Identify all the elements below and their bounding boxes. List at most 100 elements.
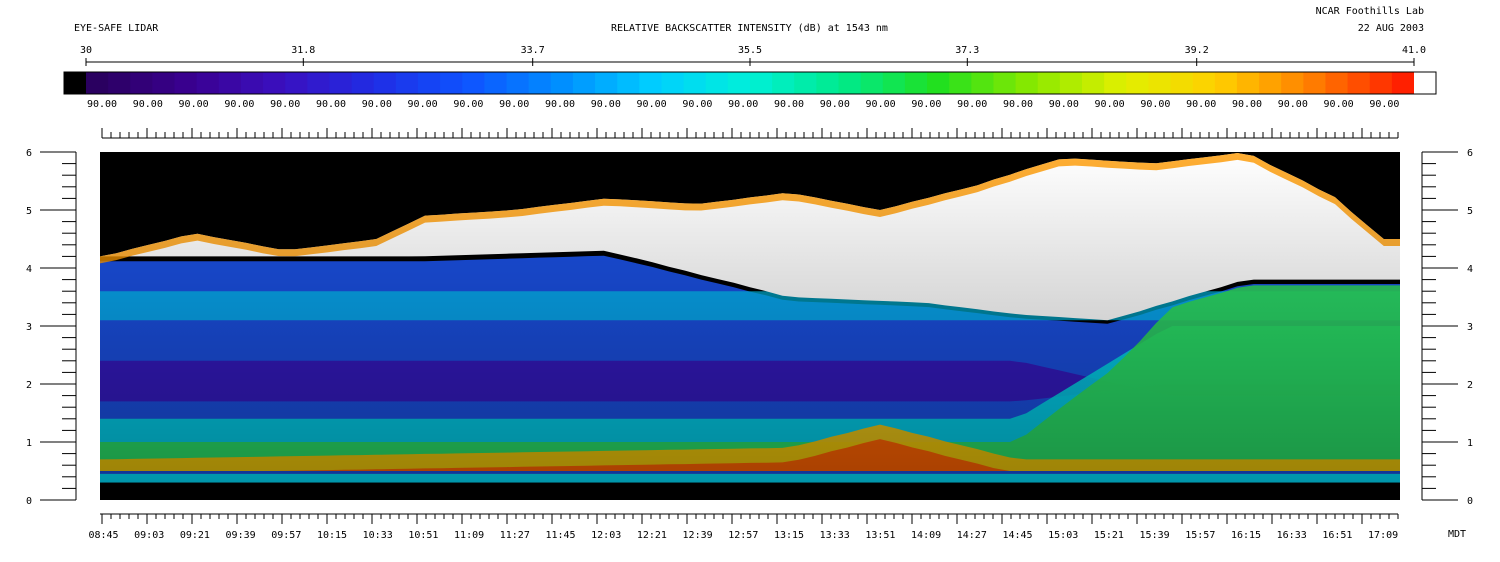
time-tick-label: 16:33	[1277, 530, 1307, 541]
backscatter-heatmap	[100, 152, 1400, 500]
colorbar-high-cell	[1414, 72, 1436, 94]
colorbar-cell	[1325, 72, 1349, 94]
left-tick-label: 1	[26, 438, 32, 449]
time-tick-label: 13:15	[774, 530, 804, 541]
colorbar-cell	[108, 72, 131, 94]
time-tick-label: 09:21	[180, 530, 210, 541]
colorbar-cell	[1214, 72, 1238, 94]
color-scale-sublabels: 90.00 90.00 90.00 90.00 90.00 90.00 90.00 90.00…	[87, 99, 1400, 110]
time-tick-label: 11:27	[500, 530, 530, 541]
colorbar-tick-label: 37.3	[955, 45, 979, 56]
colorbar-cell	[1037, 72, 1061, 94]
colorbar-sublabel: 90.00	[728, 99, 758, 110]
time-tick-label: 09:57	[271, 530, 301, 541]
colorbar-tick-label: 31.8	[291, 45, 315, 56]
colorbar-cell	[1281, 72, 1304, 94]
colorbar-cell	[639, 72, 663, 94]
colorbar-cell	[86, 72, 109, 94]
time-tick-label: 10:51	[408, 530, 438, 541]
colorbar-sublabel: 90.00	[453, 99, 483, 110]
time-tick-label: 14:45	[1002, 530, 1032, 541]
colorbar-sublabel: 90.00	[637, 99, 667, 110]
left-tick-label: 6	[26, 148, 32, 159]
colorbar-cell	[285, 72, 308, 94]
colorbar-frame	[63, 71, 1437, 95]
time-tick-label: 12:03	[591, 530, 621, 541]
time-tick-label: 11:09	[454, 530, 484, 541]
colorbar-cell	[595, 72, 618, 94]
colorbar-cell	[528, 72, 552, 94]
colorbar-cell	[1236, 72, 1260, 94]
colorbar-cell	[727, 72, 751, 94]
height-axes: 0 0 1 1 2 2 3 3 4 4 5 5 6 6	[26, 148, 1473, 507]
colorbar-sublabel: 90.00	[408, 99, 438, 110]
colorbar-cell	[971, 72, 995, 94]
right-tick-label: 5	[1467, 206, 1473, 217]
colorbar-cell	[440, 72, 463, 94]
time-tick-label: 15:03	[1048, 530, 1078, 541]
colorbar-cell	[949, 72, 972, 94]
colorbar-cell	[418, 72, 441, 94]
right-tick-label: 2	[1467, 380, 1473, 391]
right-tick-label: 1	[1467, 438, 1473, 449]
colorbar-sublabel: 90.00	[87, 99, 117, 110]
org-label: NCAR Foothills Lab	[1315, 6, 1424, 17]
instrument-title: EYE-SAFE LIDAR	[74, 23, 159, 34]
colorbar-cell	[152, 72, 176, 94]
colorbar-cell	[683, 72, 707, 94]
colorbar-cell	[750, 72, 773, 94]
right-tick-label: 0	[1467, 496, 1473, 507]
colorbar-cell	[1192, 72, 1216, 94]
right-tick-label: 3	[1467, 322, 1473, 333]
colorbar-tick-label: 33.7	[521, 45, 545, 56]
colorbar-cell	[794, 72, 817, 94]
colorbar-cell	[1369, 72, 1393, 94]
colorbar-cell	[1347, 72, 1371, 94]
colorbar-sublabel: 90.00	[1095, 99, 1125, 110]
time-tick-label: 13:51	[865, 530, 895, 541]
colorbar-cell	[130, 72, 153, 94]
time-tick-label: 09:03	[134, 530, 164, 541]
time-tick-label: 11:45	[545, 530, 575, 541]
colorbar-cell	[484, 72, 508, 94]
colorbar-cell	[1082, 72, 1105, 94]
colorbar-cell	[1170, 72, 1194, 94]
colorbar-sublabel: 90.00	[591, 99, 621, 110]
time-tick-label: 15:39	[1140, 530, 1170, 541]
top-minor-ticks	[101, 128, 1399, 139]
colorbar-tick-label: 39.2	[1185, 45, 1209, 56]
colorbar-tick-label: 30	[80, 45, 92, 56]
right-tick-label: 6	[1467, 148, 1473, 159]
time-axis: 08:45 09:03 09:21 09:39 09:57 10:15 10:33 10:51…	[88, 513, 1399, 541]
colorbar-cell	[1104, 72, 1127, 94]
date-label: 22 AUG 2003	[1357, 23, 1424, 34]
colorbar-sublabel: 90.00	[133, 99, 163, 110]
time-tick-label: 12:39	[683, 530, 713, 541]
chart-title: RELATIVE BACKSCATTER INTENSITY (dB) at 1…	[611, 23, 888, 34]
colorbar-cell	[1059, 72, 1083, 94]
time-tick-label: 17:09	[1368, 530, 1398, 541]
colorbar-cell	[550, 72, 574, 94]
left-tick-label: 3	[26, 322, 32, 333]
colorbar-sublabel: 90.00	[682, 99, 712, 110]
colorbar-cell	[838, 72, 862, 94]
colorbar-sublabel: 90.00	[499, 99, 529, 110]
time-tick-label: 15:21	[1094, 530, 1124, 541]
colorbar-cell	[373, 72, 397, 94]
time-tick-label: 08:45	[88, 530, 118, 541]
colorbar-sublabel: 90.00	[224, 99, 254, 110]
colorbar-cell	[218, 72, 242, 94]
time-tick-label: 15:57	[1185, 530, 1215, 541]
colorbar-cell	[462, 72, 485, 94]
colorbar-sublabel: 90.00	[1369, 99, 1399, 110]
colorbar-sublabel: 90.00	[820, 99, 850, 110]
time-tick-label: 14:09	[911, 530, 941, 541]
colorbar-sublabel: 90.00	[1140, 99, 1170, 110]
colorbar-sublabel: 90.00	[1232, 99, 1262, 110]
left-tick-label: 2	[26, 380, 32, 391]
colorbar-low-cell	[64, 72, 86, 94]
right-tick-label: 4	[1467, 264, 1473, 275]
left-tick-label: 5	[26, 206, 32, 217]
colorbar-cell	[1259, 72, 1282, 94]
